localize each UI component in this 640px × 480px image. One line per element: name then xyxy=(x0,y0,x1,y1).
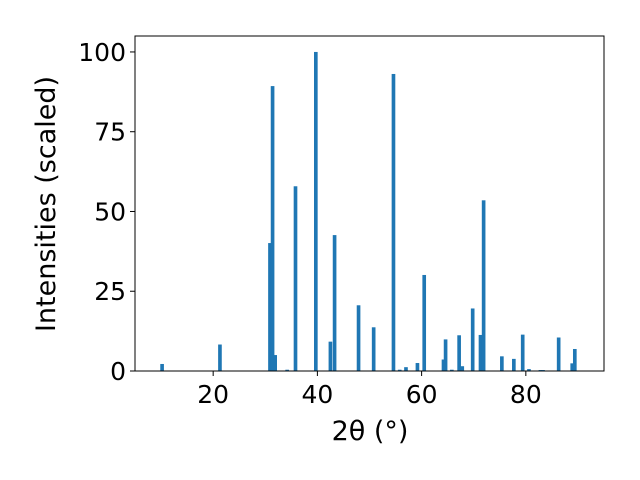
bar xyxy=(270,86,275,371)
x-tick-label: 60 xyxy=(406,380,438,409)
plot-frame xyxy=(134,35,605,372)
bar xyxy=(391,73,396,371)
y-tick-label: 50 xyxy=(94,197,126,226)
bar xyxy=(371,327,376,371)
y-tick-label: 75 xyxy=(94,118,126,147)
bar xyxy=(572,348,577,371)
bar xyxy=(512,358,516,371)
y-axis-ticks: 0 25 50 75 100 xyxy=(78,38,135,386)
bar xyxy=(273,355,277,371)
bar xyxy=(314,51,318,371)
bar xyxy=(450,369,454,371)
bar xyxy=(478,334,483,371)
bar xyxy=(443,339,448,371)
x-axis-label: 2θ (°) xyxy=(332,416,409,447)
bar xyxy=(441,359,446,371)
bar xyxy=(556,337,561,371)
bar xyxy=(268,243,272,371)
bar xyxy=(332,235,337,371)
x-tick-label: 80 xyxy=(510,380,542,409)
bar xyxy=(404,367,408,371)
bar xyxy=(218,344,222,371)
y-tick-label: 25 xyxy=(94,277,126,306)
y-tick-label: 0 xyxy=(110,357,126,386)
bar xyxy=(520,334,525,371)
bar xyxy=(457,335,461,371)
bar xyxy=(527,369,531,371)
bar xyxy=(570,363,575,371)
x-axis-ticks: 20 40 60 80 xyxy=(197,371,542,409)
bar xyxy=(500,356,504,371)
y-axis-label: Intensities (scaled) xyxy=(31,76,62,332)
bar xyxy=(285,369,289,371)
bar xyxy=(460,366,465,371)
bar xyxy=(160,363,164,371)
bar xyxy=(293,186,298,371)
y-tick-label: 100 xyxy=(78,38,126,67)
bar xyxy=(397,369,402,371)
bar xyxy=(328,341,333,371)
x-tick-label: 40 xyxy=(301,380,333,409)
bar xyxy=(422,274,427,371)
bar xyxy=(481,200,486,371)
bar xyxy=(415,363,420,371)
x-tick-label: 20 xyxy=(197,380,229,409)
bars-layer xyxy=(160,51,577,371)
bar xyxy=(470,308,475,371)
bar xyxy=(356,305,361,371)
